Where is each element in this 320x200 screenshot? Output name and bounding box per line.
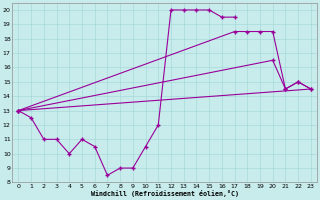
X-axis label: Windchill (Refroidissement éolien,°C): Windchill (Refroidissement éolien,°C) (91, 190, 239, 197)
